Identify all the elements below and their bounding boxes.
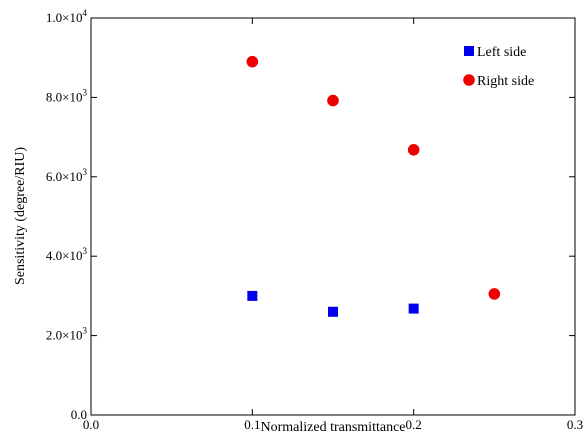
- left-side-point: [328, 306, 338, 317]
- y-tick-mantissa: 4.0×10: [46, 248, 83, 263]
- y-tick-label: 6.0×103: [46, 167, 88, 184]
- plot-frame: [90, 17, 576, 416]
- right-side-point: [488, 288, 501, 300]
- data-points: [246, 55, 501, 317]
- y-tick-label: 8.0×103: [46, 87, 88, 104]
- legend-label: Left side: [477, 45, 526, 60]
- x-axis-title: Normalized transmittance: [261, 420, 406, 433]
- y-tick-mantissa: 1.0×10: [46, 10, 83, 25]
- y-tick-mantissa: 8.0×10: [46, 89, 83, 104]
- y-tick-mantissa: 6.0×10: [46, 169, 83, 184]
- x-tick-label: 0.0: [83, 417, 99, 432]
- y-tick-label: 4.0×103: [46, 246, 88, 263]
- y-tick-exponent: 3: [83, 167, 88, 177]
- right-side-point: [407, 144, 420, 156]
- x-tick-label: 0.1: [244, 417, 260, 432]
- legend-left-side-marker: [464, 46, 474, 56]
- legend: Left side Right side: [463, 45, 534, 89]
- right-side-point: [246, 55, 259, 68]
- y-tick-label: 2.0×103: [46, 326, 88, 343]
- left-side-point: [408, 303, 419, 314]
- y-axis-title: Sensitivity (degree/RIU): [13, 147, 28, 285]
- right-side-point: [327, 94, 339, 107]
- y-tick-exponent: 3: [83, 87, 88, 97]
- x-axis-ticks: 0.0 0.1 0.2 0.3: [83, 18, 583, 432]
- y-tick-mantissa: 0.0: [71, 407, 87, 422]
- legend-label: Right side: [477, 74, 534, 89]
- y-tick-label: 0.0: [71, 407, 87, 422]
- y-tick-exponent: 3: [83, 326, 88, 336]
- legend-right-side-marker: [463, 74, 475, 86]
- y-tick-exponent: 4: [83, 8, 88, 18]
- x-tick-label: 0.2: [406, 417, 422, 432]
- left-side-point: [247, 290, 258, 301]
- y-tick-exponent: 3: [83, 246, 88, 256]
- x-tick-label: 0.3: [567, 417, 583, 432]
- y-tick-mantissa: 2.0×10: [46, 328, 83, 343]
- y-tick-label: 1.0×104: [46, 8, 88, 25]
